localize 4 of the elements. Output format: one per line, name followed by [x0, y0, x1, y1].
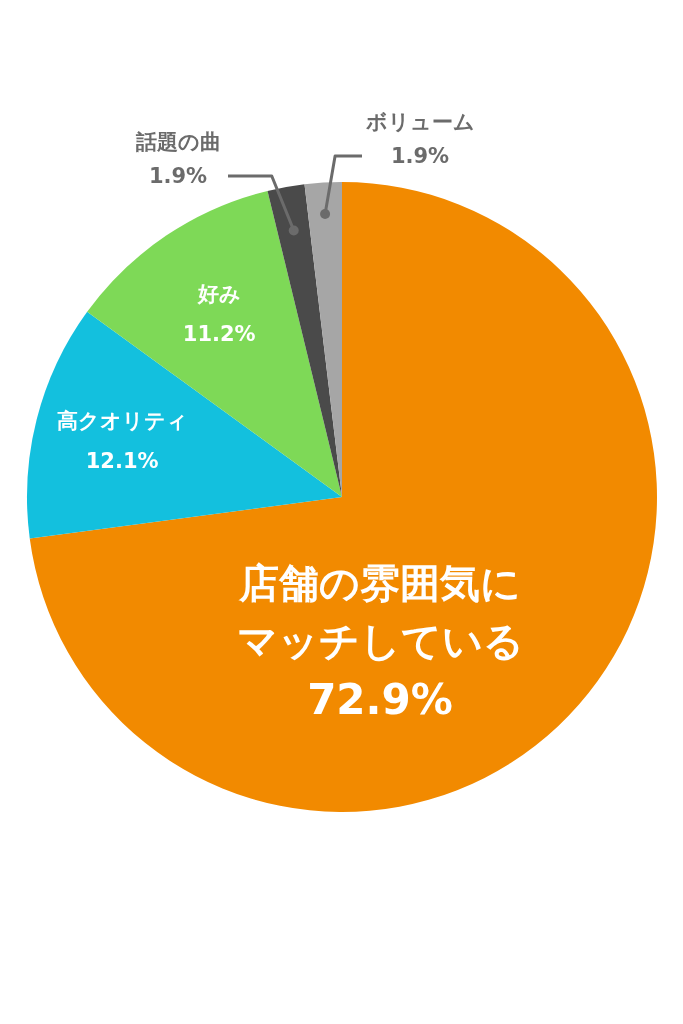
slice-label: 話題の曲 — [134, 130, 221, 154]
data-label: 1.9% — [390, 144, 450, 168]
data-label: 1.9% — [148, 164, 208, 188]
slice-label: ボリューム — [364, 110, 475, 134]
